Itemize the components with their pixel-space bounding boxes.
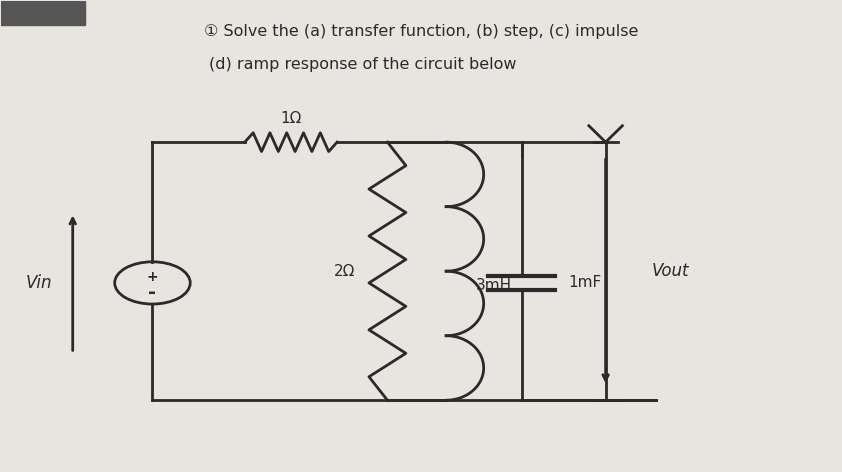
FancyBboxPatch shape: [2, 1, 85, 25]
Text: ① Solve the (a) transfer function, (b) step, (c) impulse: ① Solve the (a) transfer function, (b) s…: [204, 25, 638, 39]
Text: 1mF: 1mF: [568, 276, 601, 290]
Text: +: +: [147, 270, 158, 284]
Text: 3mH: 3mH: [476, 278, 512, 293]
Text: 2Ω: 2Ω: [334, 264, 355, 278]
Text: Vout: Vout: [652, 262, 690, 280]
Text: (d) ramp response of the circuit below: (d) ramp response of the circuit below: [209, 57, 516, 72]
Text: 1Ω: 1Ω: [280, 111, 301, 126]
Text: -: -: [148, 283, 157, 302]
Text: Vin: Vin: [26, 274, 52, 292]
